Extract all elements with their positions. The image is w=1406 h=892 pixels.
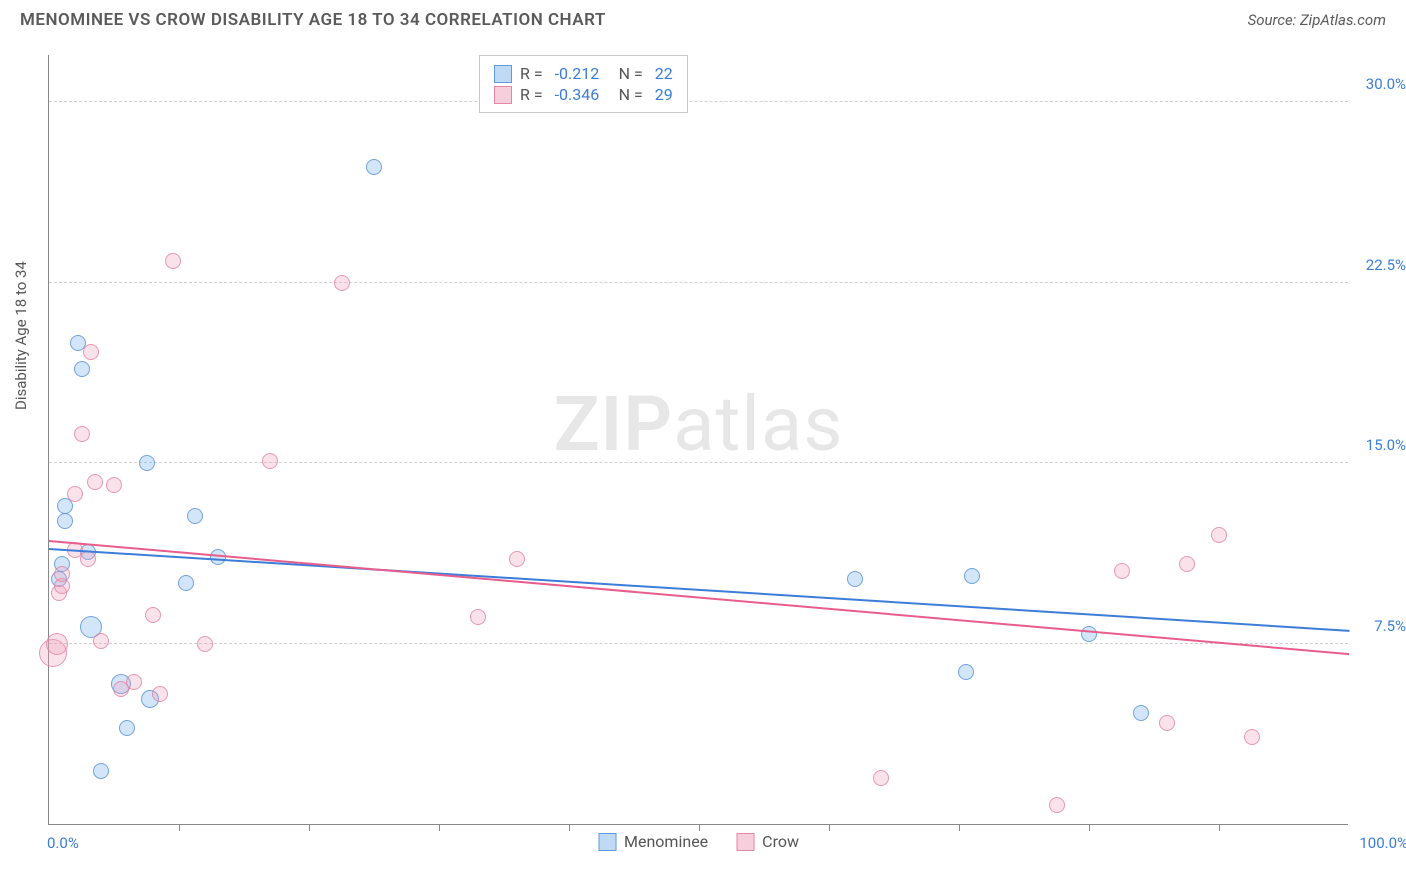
n-value: 29: [655, 85, 673, 104]
legend-label: Crow: [762, 832, 799, 851]
source-label: Source: ZipAtlas.com: [1248, 11, 1386, 29]
x-tick: [959, 824, 960, 831]
data-point: [366, 159, 382, 175]
data-point: [1081, 626, 1097, 642]
legend-swatch-icon: [736, 833, 754, 851]
data-point: [334, 275, 350, 291]
y-axis-label: Disability Age 18 to 34: [12, 261, 30, 410]
r-label: R =: [520, 64, 543, 83]
data-point: [1179, 556, 1195, 572]
legend-row: R = -0.346 N = 29: [494, 85, 673, 104]
r-label: R =: [520, 85, 543, 104]
n-label: N =: [619, 85, 643, 104]
data-point: [178, 575, 194, 591]
legend-swatch-icon: [598, 833, 616, 851]
data-point: [74, 426, 90, 442]
data-point: [964, 568, 980, 584]
legend-swatch-icon: [494, 86, 512, 104]
legend-label: Menominee: [624, 832, 708, 851]
data-point: [126, 674, 142, 690]
watermark: ZIPatlas: [554, 379, 844, 469]
data-point: [152, 686, 168, 702]
data-point: [1133, 705, 1149, 721]
series-legend: Menominee Crow: [598, 832, 799, 851]
x-tick: [1089, 824, 1090, 831]
x-tick: [309, 824, 310, 831]
data-point: [958, 664, 974, 680]
x-tick: [179, 824, 180, 831]
data-point: [1159, 715, 1175, 731]
data-point: [262, 453, 278, 469]
grid-line: [49, 462, 1348, 463]
data-point: [197, 636, 213, 652]
r-value: -0.212: [555, 64, 611, 83]
data-point: [119, 720, 135, 736]
data-point: [67, 486, 83, 502]
y-tick-label: 30.0%: [1366, 75, 1406, 93]
chart-title: MENOMINEE VS CROW DISABILITY AGE 18 TO 3…: [20, 10, 606, 30]
grid-line: [49, 101, 1348, 102]
header: MENOMINEE VS CROW DISABILITY AGE 18 TO 3…: [0, 0, 1406, 35]
y-tick-label: 15.0%: [1366, 436, 1406, 454]
data-point: [93, 633, 109, 649]
data-point: [1049, 797, 1065, 813]
legend-item: Menominee: [598, 832, 708, 851]
data-point: [145, 607, 161, 623]
y-tick-label: 7.5%: [1374, 617, 1406, 635]
data-point: [165, 253, 181, 269]
x-min-label: 0.0%: [47, 834, 79, 852]
x-tick: [1219, 824, 1220, 831]
data-point: [106, 477, 122, 493]
data-point: [187, 508, 203, 524]
data-point: [847, 571, 863, 587]
data-point: [74, 361, 90, 377]
x-tick: [829, 824, 830, 831]
y-tick-label: 22.5%: [1366, 256, 1406, 274]
data-point: [139, 455, 155, 471]
n-label: N =: [619, 64, 643, 83]
n-value: 22: [655, 64, 673, 83]
x-tick: [439, 824, 440, 831]
data-point: [470, 609, 486, 625]
grid-line: [49, 643, 1348, 644]
chart-container: MENOMINEE VS CROW DISABILITY AGE 18 TO 3…: [0, 0, 1406, 892]
data-point: [57, 513, 73, 529]
data-point: [1114, 563, 1130, 579]
data-point: [54, 566, 70, 582]
legend-item: Crow: [736, 832, 799, 851]
data-point: [93, 763, 109, 779]
data-point: [873, 770, 889, 786]
data-point: [509, 551, 525, 567]
trend-line: [49, 540, 1349, 655]
x-max-label: 100.0%: [1359, 834, 1406, 852]
data-point: [46, 633, 68, 655]
x-tick: [699, 824, 700, 831]
grid-line: [49, 282, 1348, 283]
x-tick: [569, 824, 570, 831]
plot-area: ZIPatlas 7.5%15.0%22.5%30.0%0.0%100.0%R …: [48, 55, 1348, 825]
legend-swatch-icon: [494, 65, 512, 83]
r-value: -0.346: [555, 85, 611, 104]
data-point: [1244, 729, 1260, 745]
data-point: [87, 474, 103, 490]
trend-line: [49, 548, 1349, 632]
legend-row: R = -0.212 N = 22: [494, 64, 673, 83]
data-point: [83, 344, 99, 360]
data-point: [80, 551, 96, 567]
stats-legend: R = -0.212 N = 22 R = -0.346 N = 29: [479, 55, 688, 113]
data-point: [1211, 527, 1227, 543]
